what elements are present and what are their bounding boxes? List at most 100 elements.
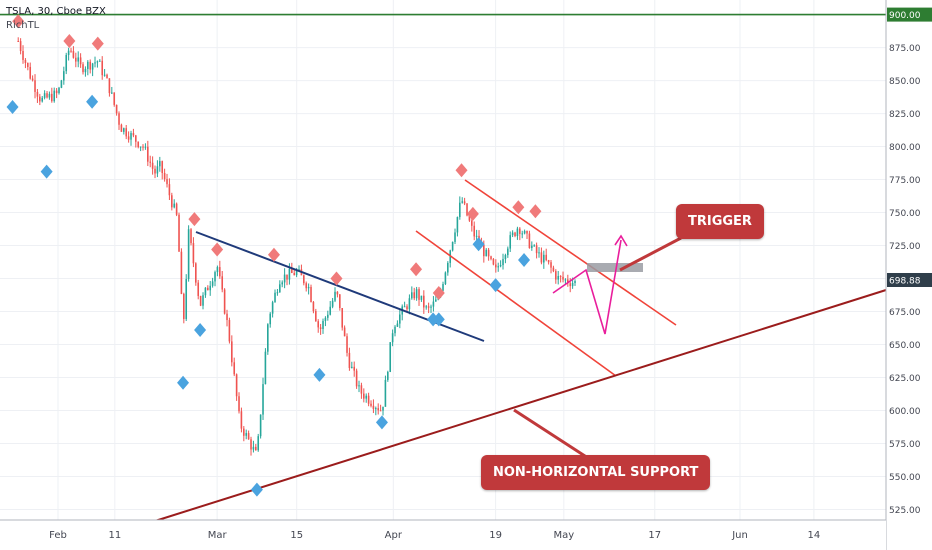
candle-body xyxy=(226,313,228,321)
candle-body xyxy=(507,248,509,256)
swing-low-marker xyxy=(313,367,326,382)
candle-body xyxy=(36,91,39,97)
last-price-label-bg xyxy=(887,272,932,287)
candle-body xyxy=(540,252,543,263)
price-tick-label: 825.00 xyxy=(889,110,921,120)
candle-body xyxy=(396,323,399,327)
candle-body xyxy=(303,275,305,284)
time-tick-label: Jun xyxy=(731,530,748,541)
candle-body xyxy=(204,287,207,296)
support-callout[interactable]: NON-HORIZONTAL SUPPORT xyxy=(481,455,711,490)
price-tick-label: 800.00 xyxy=(889,143,921,153)
swing-low-marker xyxy=(489,278,502,293)
candle-body xyxy=(339,294,341,309)
candle-body xyxy=(420,295,423,300)
candle-body xyxy=(291,268,293,273)
candle-body xyxy=(199,295,202,306)
candle-body xyxy=(466,203,468,216)
candle-body xyxy=(22,50,24,60)
candle-body xyxy=(523,230,526,234)
swing-high-marker xyxy=(267,247,280,262)
candle-body xyxy=(432,301,435,307)
candle-body xyxy=(454,232,456,242)
swing-high-marker xyxy=(188,212,201,227)
candle-body xyxy=(367,395,370,404)
candle-body xyxy=(511,232,514,236)
candle-body xyxy=(406,306,408,310)
candle-body xyxy=(543,254,545,263)
candle-body xyxy=(144,146,147,148)
candle-body xyxy=(569,283,572,287)
candle-body xyxy=(365,395,368,399)
candle-body xyxy=(156,166,159,174)
candle-body xyxy=(463,201,466,204)
candle-body xyxy=(132,133,135,136)
candle-body xyxy=(411,292,413,299)
candle-body xyxy=(159,161,161,167)
candle-body xyxy=(27,62,29,67)
time-tick-label: Mar xyxy=(208,530,228,541)
candle-body xyxy=(125,128,128,137)
candle-body xyxy=(473,225,476,237)
candle-body xyxy=(430,306,432,308)
candle-body xyxy=(564,279,567,281)
candle-body xyxy=(391,333,394,343)
level-900-label-bg xyxy=(887,7,932,22)
candle-body xyxy=(574,280,576,284)
candle-body xyxy=(53,90,56,102)
candle-body xyxy=(75,57,77,62)
candle-body xyxy=(389,342,392,372)
candle-body xyxy=(514,232,516,237)
swing-low-marker xyxy=(6,99,19,114)
candle-body xyxy=(502,259,504,266)
support-pointer xyxy=(513,408,589,460)
candle-body xyxy=(127,136,130,140)
candle-body xyxy=(394,326,396,334)
indicator-label[interactable]: RichTL xyxy=(6,20,40,31)
candle-body xyxy=(526,230,528,234)
candle-body xyxy=(82,64,84,73)
candle-body xyxy=(185,279,188,319)
candle-body xyxy=(353,366,356,371)
candle-body xyxy=(372,405,375,409)
candle-body xyxy=(355,370,358,387)
candle-body xyxy=(209,285,212,291)
candle-body xyxy=(384,379,387,407)
candle-body xyxy=(173,203,176,208)
candle-body xyxy=(341,308,344,328)
candle-body xyxy=(123,128,125,132)
swing-low-marker xyxy=(194,322,207,337)
candle-body xyxy=(360,385,363,394)
candle-body xyxy=(178,214,180,252)
candle-body xyxy=(456,217,459,233)
candle-body xyxy=(281,282,284,285)
candle-body xyxy=(79,57,82,65)
swing-low-marker xyxy=(518,253,531,268)
candle-body xyxy=(175,203,178,215)
candle-body xyxy=(562,276,564,280)
candle-body xyxy=(163,172,166,180)
candle-body xyxy=(329,306,332,315)
candle-body xyxy=(413,292,416,299)
candle-body xyxy=(535,245,538,254)
time-axis-bg xyxy=(0,520,886,550)
candle-body xyxy=(211,281,214,286)
candle-body xyxy=(377,408,380,411)
candle-body xyxy=(331,300,334,307)
candle-body xyxy=(358,385,360,387)
candle-body xyxy=(418,289,420,300)
projection-arrowhead xyxy=(614,234,628,247)
candle-body xyxy=(31,78,34,81)
candle-body xyxy=(46,93,48,98)
candle-body xyxy=(154,168,156,174)
candle-body xyxy=(475,235,478,237)
candle-body xyxy=(238,396,240,412)
candle-body xyxy=(197,282,200,296)
candle-body xyxy=(451,241,454,251)
candle-body xyxy=(370,403,372,406)
trigger-callout[interactable]: TRIGGER xyxy=(676,204,764,239)
candle-body xyxy=(70,50,72,52)
candle-body xyxy=(89,61,92,70)
